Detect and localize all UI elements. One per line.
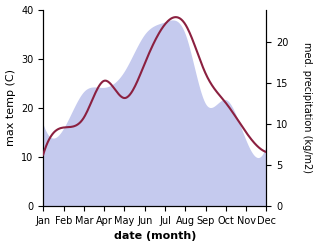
X-axis label: date (month): date (month) — [114, 231, 196, 242]
Y-axis label: max temp (C): max temp (C) — [5, 69, 16, 146]
Y-axis label: med. precipitation (kg/m2): med. precipitation (kg/m2) — [302, 42, 313, 173]
